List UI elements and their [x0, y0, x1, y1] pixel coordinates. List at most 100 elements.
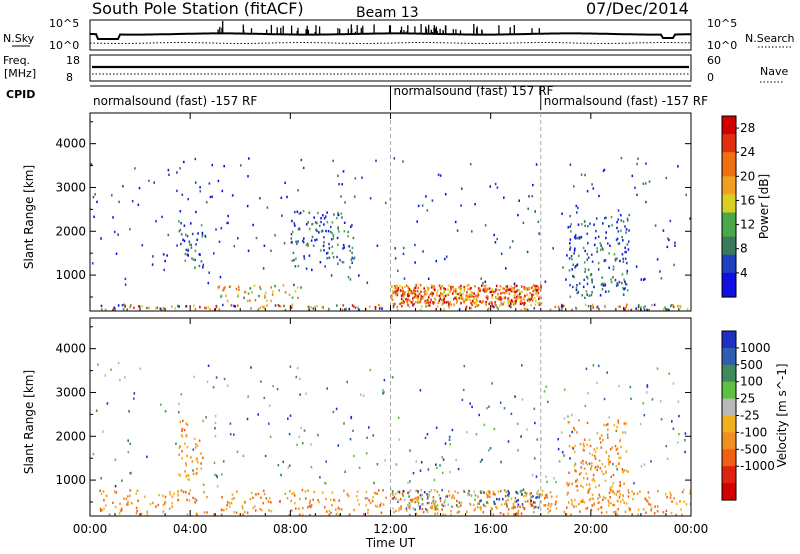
- echo-pixel: [593, 479, 596, 483]
- echo-pixel: [571, 430, 573, 434]
- power-colorbar-label: Power [dB]: [757, 174, 771, 239]
- echo-pixel: [203, 511, 206, 514]
- echo-pixel: [288, 464, 291, 467]
- echo-pixel: [230, 304, 233, 307]
- echo-pixel: [178, 453, 180, 456]
- echo-pixel: [218, 240, 221, 243]
- echo-pixel: [260, 496, 262, 499]
- echo-pixel: [281, 214, 283, 217]
- echo-pixel: [499, 401, 502, 404]
- echo-pixel: [539, 301, 541, 305]
- echo-pixel: [137, 203, 140, 206]
- echo-pixel: [192, 496, 194, 500]
- echo-pixel: [453, 290, 455, 293]
- echo-pixel: [520, 512, 523, 515]
- echo-pixel: [394, 492, 397, 496]
- echo-pixel: [622, 286, 624, 290]
- echo-pixel: [520, 308, 522, 312]
- echo-pixel: [553, 477, 555, 480]
- echo-pixel: [609, 487, 611, 490]
- echo-pixel: [366, 281, 369, 284]
- echo-pixel: [176, 189, 178, 193]
- echo-pixel: [307, 489, 309, 492]
- echo-pixel: [130, 501, 133, 505]
- echo-pixel: [407, 295, 409, 298]
- echo-pixel: [94, 193, 96, 196]
- echo-pixel: [496, 507, 498, 510]
- echo-pixel: [527, 207, 529, 210]
- echo-pixel: [537, 220, 540, 223]
- echo-pixel: [301, 442, 304, 445]
- echo-pixel: [349, 225, 352, 228]
- echo-pixel: [656, 367, 659, 370]
- echo-pixel: [365, 452, 368, 455]
- echo-pixel: [574, 247, 576, 250]
- echo-pixel: [444, 288, 447, 291]
- echo-pixel: [500, 292, 502, 295]
- echo-pixel: [678, 308, 680, 311]
- colorbar-tick-label: 100: [740, 375, 763, 389]
- echo-pixel: [445, 301, 448, 304]
- echo-pixel: [358, 503, 360, 506]
- echo-pixel: [520, 302, 522, 306]
- echo-pixel: [592, 477, 595, 481]
- echo-pixel: [391, 490, 394, 493]
- echo-pixel: [332, 410, 335, 414]
- echo-pixel: [187, 249, 189, 252]
- echo-pixel: [186, 474, 188, 477]
- echo-pixel: [282, 284, 285, 287]
- echo-pixel: [394, 302, 396, 306]
- echo-pixel: [460, 302, 462, 305]
- echo-pixel: [585, 483, 588, 486]
- echo-pixel: [474, 494, 477, 497]
- echo-pixel: [537, 506, 540, 509]
- echo-pixel: [583, 476, 585, 480]
- echo-pixel: [338, 513, 340, 516]
- echo-pixel: [340, 212, 343, 215]
- echo-pixel: [525, 308, 528, 311]
- echo-pixel: [119, 502, 121, 505]
- echo-pixel: [587, 241, 589, 245]
- echo-pixel: [591, 183, 593, 186]
- echo-pixel: [353, 305, 355, 308]
- echo-pixel: [293, 259, 295, 262]
- echo-pixel: [520, 299, 523, 302]
- echo-pixel: [182, 419, 184, 423]
- echo-pixel: [576, 211, 578, 214]
- echo-pixel: [469, 287, 471, 291]
- echo-pixel: [246, 511, 249, 514]
- echo-pixel: [113, 306, 116, 309]
- echo-pixel: [418, 301, 421, 304]
- echo-pixel: [683, 500, 685, 503]
- echo-pixel: [612, 482, 615, 485]
- echo-pixel: [325, 229, 327, 233]
- echo-pixel: [183, 160, 185, 164]
- echo-pixel: [447, 503, 450, 506]
- echo-pixel: [374, 307, 377, 310]
- echo-pixel: [342, 247, 344, 250]
- echo-pixel: [286, 497, 289, 500]
- echo-pixel: [302, 240, 305, 244]
- echo-pixel: [453, 298, 455, 301]
- echo-pixel: [399, 302, 401, 306]
- echo-pixel: [228, 502, 231, 505]
- echo-pixel: [168, 507, 171, 510]
- echo-pixel: [421, 204, 424, 207]
- echo-pixel: [450, 285, 452, 289]
- echo-pixel: [171, 505, 173, 508]
- echo-pixel: [414, 243, 416, 247]
- echo-pixel: [633, 482, 635, 485]
- echo-pixel: [418, 292, 421, 296]
- echo-pixel: [138, 186, 141, 190]
- echo-pixel: [620, 229, 622, 232]
- echo-pixel: [493, 233, 495, 237]
- echo-pixel: [670, 493, 672, 496]
- echo-pixel: [642, 508, 645, 511]
- echo-pixel: [576, 484, 578, 488]
- echo-pixel: [620, 219, 622, 222]
- echo-pixel: [473, 301, 476, 305]
- echo-pixel: [296, 210, 299, 213]
- echo-pixel: [626, 303, 628, 306]
- echo-pixel: [465, 307, 467, 310]
- echo-pixel: [500, 297, 503, 301]
